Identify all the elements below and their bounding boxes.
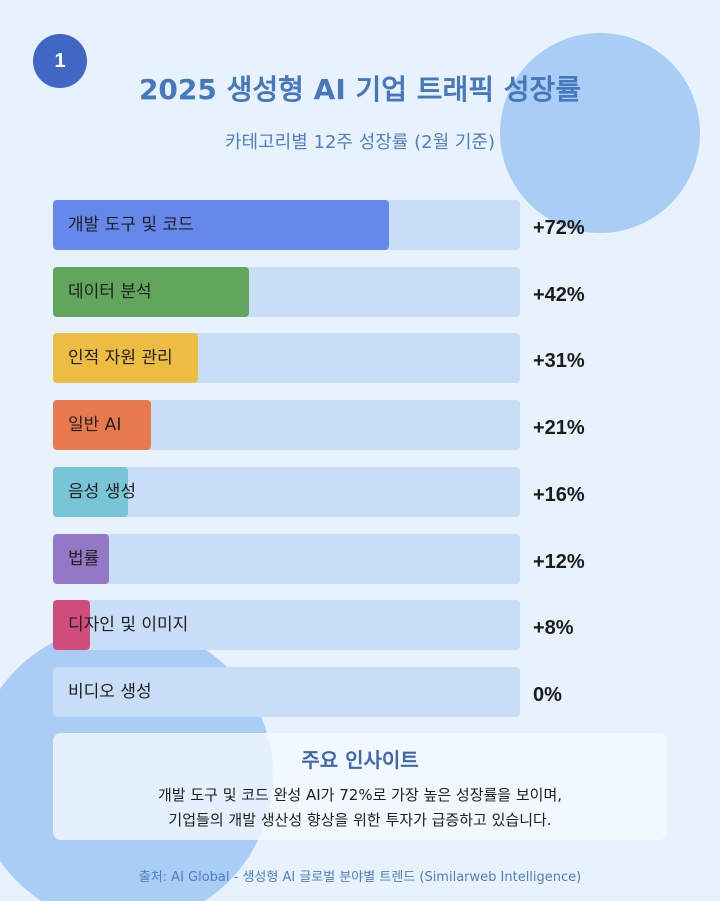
bar-category-label: 데이터 분석 <box>68 282 152 302</box>
bar-value-label: +31% <box>533 350 585 372</box>
bar-track <box>53 200 520 250</box>
bar-fill <box>53 333 198 383</box>
bar-value-label: +21% <box>533 417 585 439</box>
insight-title: 주요 인사이트 <box>301 748 419 772</box>
bar-fill <box>53 400 152 450</box>
insight-box: 주요 인사이트 개발 도구 및 코드 완성 AI가 72%로 가장 높은 성장률… <box>53 733 667 840</box>
bar-value-label: +8% <box>533 617 574 639</box>
bar-value-label: +42% <box>533 284 585 306</box>
bar-track <box>53 267 520 317</box>
bar-value-label: +16% <box>533 484 585 506</box>
bar-value-label: +72% <box>533 217 585 239</box>
bar-value-label: 0% <box>533 684 562 706</box>
bar-category-label: 일반 AI <box>68 415 122 435</box>
bar-row: 데이터 분석 +42% <box>53 267 653 317</box>
bar-row: 음성 생성 +16% <box>53 467 653 517</box>
bar-fill <box>53 267 250 317</box>
bar-track <box>53 534 520 584</box>
bar-track <box>53 600 520 650</box>
bar-track <box>53 400 520 450</box>
slide-number-badge: 1 <box>33 34 87 88</box>
chart-title: 2025 생성형 AI 기업 트래픽 성장률 <box>138 73 582 106</box>
insight-body: 개발 도구 및 코드 완성 AI가 72%로 가장 높은 성장률을 보이며, 기… <box>53 783 667 833</box>
source-note: 출처: AI Global - 생성형 AI 글로벌 분야별 트렌드 (Simi… <box>138 870 582 885</box>
bar-fill <box>53 600 91 650</box>
decorative-circle-top-right <box>500 33 700 233</box>
bar-row: 개발 도구 및 코드 +72% <box>53 200 653 250</box>
bar-row: 비디오 생성 0% <box>53 667 653 717</box>
bar-track <box>53 467 520 517</box>
bar-value-label: +12% <box>533 551 585 573</box>
bar-fill <box>53 467 128 517</box>
bar-row: 법률 +12% <box>53 534 653 584</box>
bar-fill <box>53 200 390 250</box>
bar-category-label: 디자인 및 이미지 <box>68 615 189 635</box>
insight-line-1: 개발 도구 및 코드 완성 AI가 72%로 가장 높은 성장률을 보이며, <box>157 786 563 804</box>
bar-fill <box>53 534 110 584</box>
bar-category-label: 개발 도구 및 코드 <box>68 215 194 235</box>
chart-subtitle: 카테고리별 12주 성장률 (2월 기준) <box>224 132 495 153</box>
bar-row: 디자인 및 이미지 +8% <box>53 600 653 650</box>
bar-row: 인적 자원 관리 +31% <box>53 333 653 383</box>
bar-category-label: 인적 자원 관리 <box>68 348 173 368</box>
bar-category-label: 비디오 생성 <box>68 682 152 702</box>
bar-track <box>53 667 520 717</box>
bar-track <box>53 333 520 383</box>
bar-row: 일반 AI +21% <box>53 400 653 450</box>
bar-category-label: 음성 생성 <box>68 482 136 502</box>
bar-category-label: 법률 <box>68 549 100 569</box>
insight-line-2: 기업들의 개발 생산성 향상을 위한 투자가 급증하고 있습니다. <box>168 811 552 829</box>
